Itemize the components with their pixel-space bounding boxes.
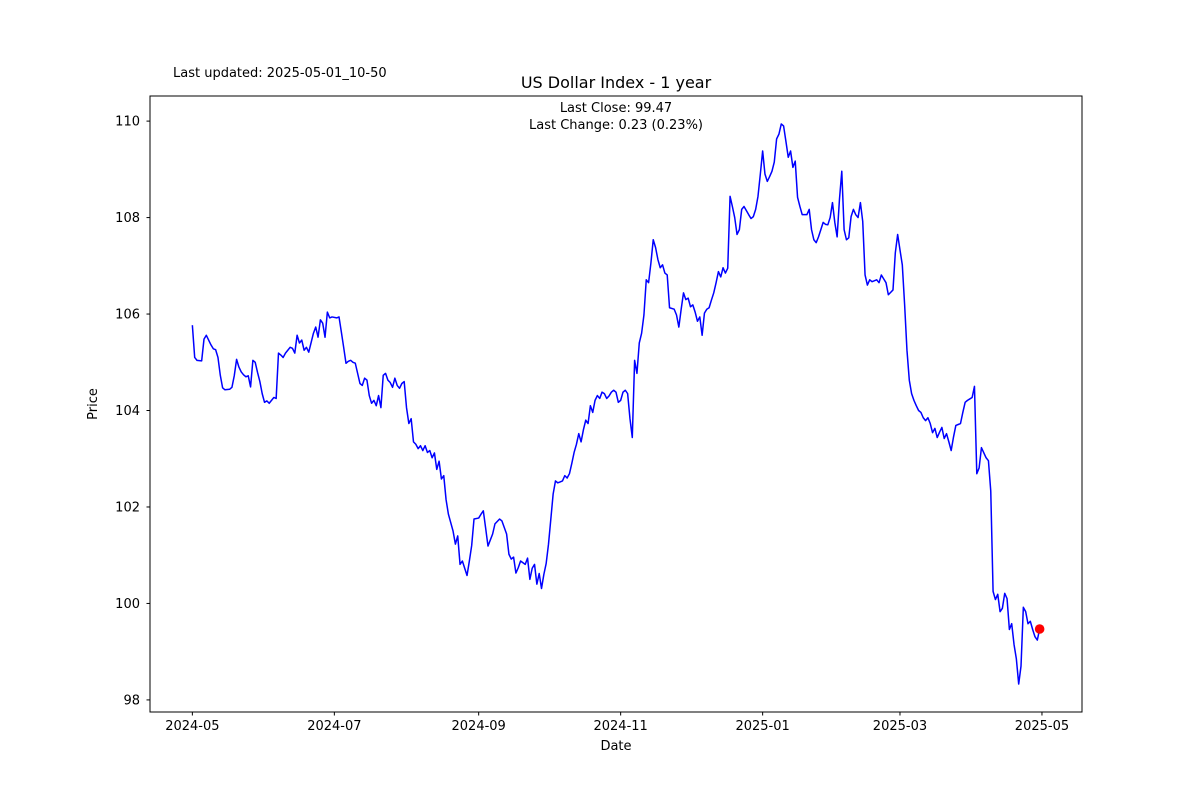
y-tick-label: 102 (115, 500, 140, 515)
last-change-annotation: Last Change: 0.23 (0.23%) (529, 118, 703, 133)
x-tick-label: 2025-03 (873, 719, 927, 734)
y-tick-label: 106 (115, 308, 140, 323)
y-tick-label: 104 (115, 404, 140, 419)
y-tick-label: 108 (115, 211, 140, 226)
y-tick-label: 110 (115, 115, 140, 130)
x-axis-ticks: 2024-05 2024-07 2024-09 2024-11 2025-01 2025-… (165, 712, 1069, 734)
y-axis-label: Price (86, 388, 101, 420)
x-tick-label: 2024-11 (593, 719, 647, 734)
x-tick-label: 2025-01 (735, 719, 789, 734)
y-axis-ticks: 98 100 102 104 106 108 110 (115, 115, 150, 708)
x-tick-label: 2024-09 (452, 719, 506, 734)
chart-title: US Dollar Index - 1 year (521, 73, 712, 92)
plot-area (149, 95, 1083, 713)
y-tick-label: 100 (115, 597, 140, 612)
x-tick-label: 2025-05 (1015, 719, 1069, 734)
x-axis-label: Date (600, 739, 631, 754)
last-close-annotation: Last Close: 99.47 (560, 101, 672, 116)
last-price-marker (1034, 624, 1045, 634)
price-line (191, 123, 1041, 685)
x-tick-label: 2024-05 (165, 719, 219, 734)
last-updated-note: Last updated: 2025-05-01_10-50 (173, 66, 387, 81)
y-tick-label: 98 (123, 693, 140, 708)
x-tick-label: 2024-07 (307, 719, 361, 734)
